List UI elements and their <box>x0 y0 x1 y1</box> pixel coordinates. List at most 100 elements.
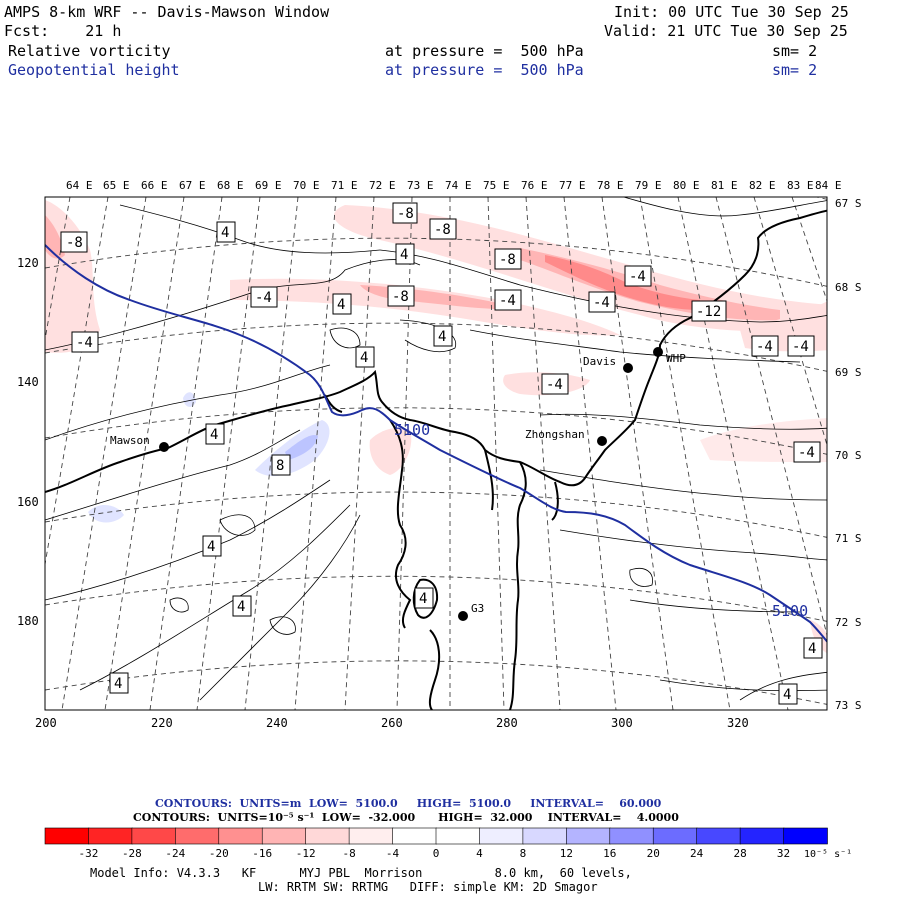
y-axis-ticks: 120 140 160 180 <box>17 256 39 628</box>
contour-label: 4 <box>778 683 798 705</box>
station-marker-davis <box>623 363 633 373</box>
contour-label: 4 <box>202 535 222 557</box>
contour-label: -4 <box>541 373 569 395</box>
svg-text:-8: -8 <box>434 222 451 238</box>
contour-label: -4 <box>787 335 815 357</box>
height-label-5100: 5100 <box>394 421 430 439</box>
colorbar-label: 32 <box>777 847 790 860</box>
colorbar-swatch <box>261 827 307 845</box>
contour-label: 4 <box>355 346 375 368</box>
height-contours-info: CONTOURS: UNITS=m LOW= 5100.0 HIGH= 5100… <box>155 797 662 810</box>
lon-label: 83 E <box>787 179 814 192</box>
colorbar-swatch <box>88 827 133 845</box>
colorbar-swatch <box>696 827 741 845</box>
lat-label: 69 S <box>835 366 862 379</box>
colorbar-swatch <box>175 827 220 845</box>
station-label-mawson: Mawson <box>110 434 150 447</box>
colorbar-label: -12 <box>296 847 316 860</box>
contour-label: 4 <box>109 672 129 694</box>
y-tick: 180 <box>17 614 39 628</box>
contour-label: 4 <box>433 325 453 347</box>
colorbar-swatch <box>435 827 481 845</box>
colorbar-swatch <box>479 827 524 845</box>
geopotential-5100-contour <box>45 244 827 643</box>
svg-text:4: 4 <box>221 225 229 241</box>
contour-label: 8 <box>271 454 291 476</box>
pos-vorticity-area <box>285 434 318 460</box>
field2-pressure: at pressure = 500 hPa <box>385 61 584 79</box>
colorbar-label: 20 <box>647 847 660 860</box>
contour-label: -4 <box>793 441 821 463</box>
colorbar-label: -4 <box>386 847 400 860</box>
field2-name: Geopotential height <box>8 61 180 79</box>
field1-smoothing: sm= 2 <box>772 42 818 60</box>
plot-title: AMPS 8-km WRF -- Davis-Mawson Window <box>4 3 330 21</box>
svg-text:4: 4 <box>783 687 791 703</box>
svg-text:8: 8 <box>276 458 284 474</box>
valid-time: Valid: 21 UTC Tue 30 Sep 25 <box>604 22 848 40</box>
lon-label: 74 E <box>445 179 472 192</box>
svg-text:-8: -8 <box>392 289 409 305</box>
contour-label: -4 <box>751 335 779 357</box>
station-label-g3: G3 <box>471 602 484 615</box>
station-label-davis: Davis <box>583 355 616 368</box>
contour-label: 4 <box>332 293 352 315</box>
svg-text:4: 4 <box>210 427 218 443</box>
svg-text:4: 4 <box>207 539 215 555</box>
y-tick: 120 <box>17 256 39 270</box>
station-marker-whp <box>653 347 663 357</box>
station-marker-g3 <box>458 611 468 621</box>
neg-vorticity-band <box>810 620 827 654</box>
lat-label: 73 S <box>835 699 862 712</box>
colorbar-swatch <box>522 827 568 845</box>
contour-label: -8 <box>60 231 88 253</box>
svg-text:4: 4 <box>360 350 368 366</box>
contour-label: 4 <box>232 595 252 617</box>
lon-label: 79 E <box>635 179 662 192</box>
colorbar-label: -32 <box>79 847 99 860</box>
field1-pressure: at pressure = 500 hPa <box>385 42 584 60</box>
colorbar-labels: -32 -28 -24 -20 -16 -12 -8 -4 0 4 8 12 16 20 24 28 32 <box>79 847 791 860</box>
meridian-lines <box>45 197 827 710</box>
lon-label: 72 E <box>369 179 396 192</box>
lon-label: 68 E <box>217 179 244 192</box>
lon-label: 65 E <box>103 179 130 192</box>
contour-label: -4 <box>624 265 652 287</box>
svg-text:4: 4 <box>400 247 408 263</box>
lon-label: 81 E <box>711 179 738 192</box>
contour-label: 4 <box>205 423 225 445</box>
colorbar-label: 16 <box>603 847 616 860</box>
station-marker-mawson <box>159 442 169 452</box>
pos-vorticity-area <box>88 504 124 523</box>
height-label-5100: 5100 <box>772 602 808 620</box>
svg-text:-4: -4 <box>756 339 773 355</box>
colorbar-unit: 10⁻⁵ s⁻¹ <box>804 849 852 860</box>
colorbar-swatch <box>131 827 177 845</box>
colorbar-label: -16 <box>252 847 272 860</box>
colorbar-label: 28 <box>733 847 746 860</box>
neg-vorticity-band <box>45 215 65 259</box>
svg-text:4: 4 <box>419 591 427 607</box>
lon-label: 69 E <box>255 179 282 192</box>
neg-vorticity-core <box>545 255 700 310</box>
longitude-labels: 64 E 65 E 66 E 67 E 68 E 69 E 70 E 71 E … <box>66 179 842 192</box>
x-axis-ticks: 200 220 240 260 280 300 320 <box>35 705 749 730</box>
contour-label: -12 <box>691 300 727 322</box>
latitude-labels: 67 S 68 S 69 S 70 S 71 S 72 S 73 S <box>835 197 862 712</box>
neg-vorticity-band <box>230 278 620 336</box>
neg-vorticity-band <box>369 428 412 475</box>
station-marker-zhongshan <box>597 436 607 446</box>
contour-label: 4 <box>216 221 236 243</box>
colorbar-label: 4 <box>476 847 483 860</box>
lat-label: 72 S <box>835 616 862 629</box>
colorbar-swatch <box>305 827 350 845</box>
contour-label: 4 <box>414 587 434 609</box>
lon-label: 78 E <box>597 179 624 192</box>
colorbar-swatch <box>566 827 611 845</box>
colorbar-swatch <box>44 827 90 845</box>
lon-label: 75 E <box>483 179 510 192</box>
colorbar-swatch <box>392 827 437 845</box>
colorbar-label: -24 <box>165 847 185 860</box>
svg-text:-4: -4 <box>255 290 272 306</box>
svg-text:4: 4 <box>237 599 245 615</box>
